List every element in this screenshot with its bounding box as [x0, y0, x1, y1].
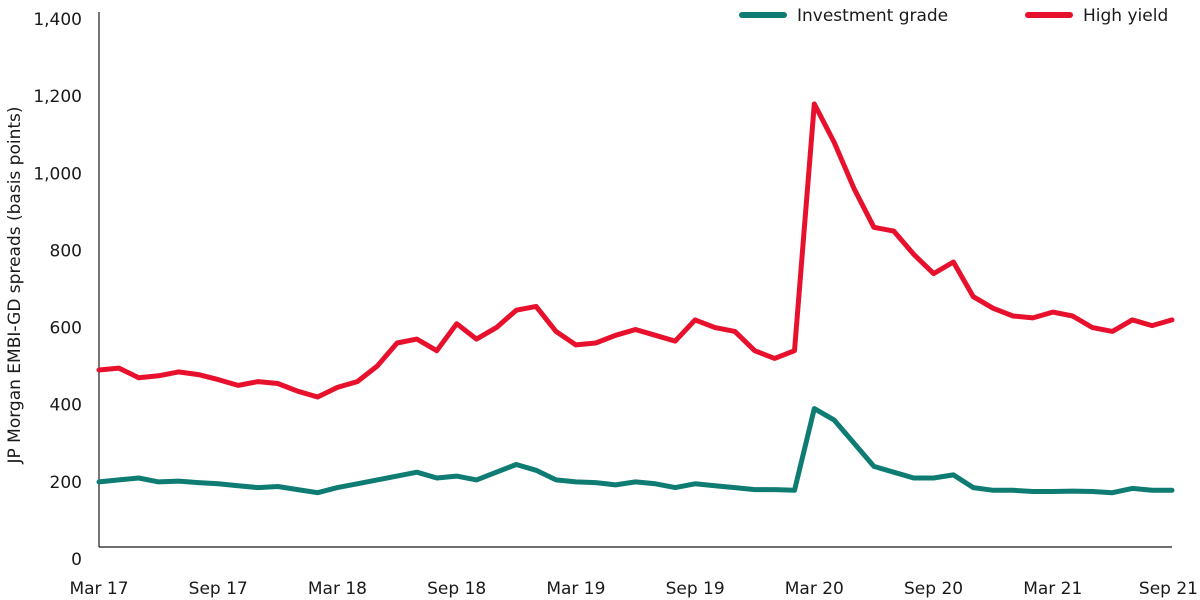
- x-tick-label: Sep 18: [427, 579, 486, 599]
- y-tick-label: 1,000: [33, 164, 82, 184]
- y-tick-label: 1,200: [33, 87, 82, 107]
- y-axis-title: JP Morgan EMBI-GD spreads (basis points): [5, 106, 25, 464]
- legend: Investment grade High yield: [739, 6, 1168, 26]
- series-layer: [96, 101, 1175, 496]
- y-tick-label: 800: [50, 241, 82, 261]
- x-tick-label: Sep 21: [1139, 579, 1198, 599]
- y-tick-label: 1,400: [33, 10, 82, 30]
- y-axis-ticks: 0 200 400 600 800 1,000 1,200 1,400: [33, 10, 82, 570]
- x-tick-label: Mar 17: [69, 579, 128, 599]
- y-axis-title-group: JP Morgan EMBI-GD spreads (basis points): [5, 106, 25, 464]
- series-line-high-yield: [96, 101, 1175, 400]
- y-tick-label: 600: [50, 319, 82, 339]
- x-axis-ticks: Mar 17 Sep 17 Mar 18 Sep 18 Mar 19 Sep 19 Mar …: [69, 579, 1198, 599]
- legend-label-investment-grade: Investment grade: [797, 6, 948, 26]
- x-tick-label: Sep 19: [666, 579, 725, 599]
- x-tick-label: Mar 21: [1023, 579, 1082, 599]
- x-tick-label: Sep 20: [904, 579, 963, 599]
- y-tick-label: 0: [71, 550, 82, 570]
- legend-label-high-yield: High yield: [1083, 6, 1168, 26]
- x-tick-label: Mar 18: [308, 579, 367, 599]
- x-tick-label: Sep 17: [189, 579, 248, 599]
- y-tick-label: 400: [50, 396, 82, 416]
- y-tick-label: 200: [50, 473, 82, 493]
- x-tick-label: Mar 20: [785, 579, 844, 599]
- series-line-investment-grade: [96, 406, 1175, 496]
- x-tick-label: Mar 19: [546, 579, 605, 599]
